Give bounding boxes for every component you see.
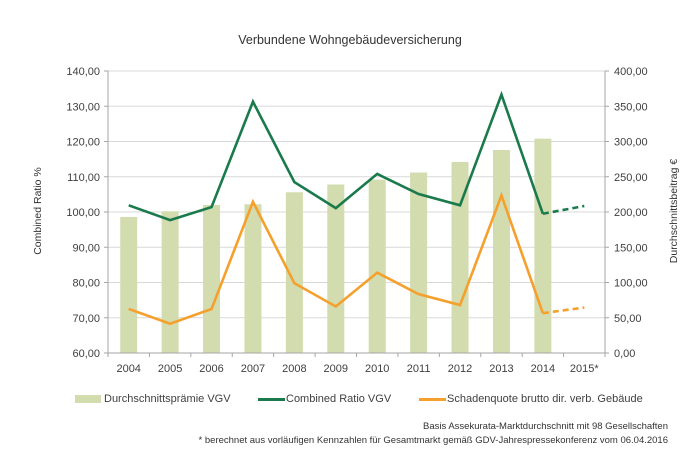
- chart-title: Verbundene Wohngebäudeversicherung: [238, 33, 462, 47]
- left-tick-label: 130,00: [66, 101, 100, 113]
- legend-item-schadenquote: Schadenquote brutto dir. verb. Gebäude: [419, 393, 643, 405]
- bar: [410, 172, 428, 353]
- x-tick-label: 2013: [489, 363, 513, 375]
- bar: [161, 211, 179, 353]
- left-tick-label: 100,00: [66, 207, 100, 219]
- legend-swatch-combined-ratio: [258, 397, 285, 401]
- right-tick-label: 50,00: [614, 313, 642, 325]
- note-footnote: * berechnet aus vorläufigen Kennzahlen f…: [198, 435, 668, 446]
- left-tick-label: 120,00: [66, 137, 100, 149]
- x-tick-label: 2010: [365, 363, 389, 375]
- bar: [285, 192, 303, 353]
- legend-swatch-bar: [75, 395, 101, 403]
- right-tick-label: 200,00: [614, 207, 648, 219]
- bar: [120, 216, 138, 353]
- right-tick-label: 400,00: [614, 66, 648, 78]
- left-tick-label: 140,00: [66, 66, 100, 78]
- combined-ratio-line-forecast: [542, 204, 585, 216]
- x-tick-label: 2011: [407, 363, 431, 375]
- right-tick-label: 0,00: [614, 348, 635, 360]
- x-tick-label: 2012: [448, 363, 472, 375]
- x-tick-label: 2009: [324, 363, 348, 375]
- left-tick-label: 90,00: [72, 242, 100, 254]
- bar: [244, 204, 262, 353]
- right-tick-label: 250,00: [614, 172, 648, 184]
- right-tick-label: 350,00: [614, 101, 648, 113]
- legend-label-schadenquote: Schadenquote brutto dir. verb. Gebäude: [447, 393, 643, 405]
- left-tick-label: 70,00: [72, 313, 100, 325]
- bar: [203, 204, 221, 353]
- left-tick-label: 60,00: [72, 348, 100, 360]
- bar: [327, 184, 345, 353]
- schadenquote-line-forecast: [542, 306, 585, 315]
- legend-item-bar: Durchschnittsprämie VGV: [75, 393, 231, 405]
- x-tick-label: 2014: [531, 363, 555, 375]
- x-tick-label: 2008: [282, 363, 306, 375]
- x-tick-label: 2006: [199, 363, 223, 375]
- legend: Durchschnittsprämie VGV Combined Ratio V…: [0, 393, 700, 409]
- legend-label-bar: Durchschnittsprämie VGV: [104, 393, 231, 405]
- x-tick-label: 2015*: [570, 363, 599, 375]
- bar: [368, 179, 386, 353]
- legend-swatch-schadenquote: [419, 397, 446, 401]
- legend-item-combined-ratio: Combined Ratio VGV: [258, 393, 391, 405]
- left-tick-label: 110,00: [67, 172, 100, 184]
- bar-series: [120, 138, 552, 353]
- bar: [492, 149, 510, 353]
- right-tick-label: 150,00: [614, 242, 648, 254]
- line-series: [128, 90, 585, 326]
- bar: [534, 138, 552, 353]
- right-tick-label: 100,00: [614, 278, 648, 290]
- right-tick-label: 300,00: [614, 137, 648, 149]
- legend-label-combined-ratio: Combined Ratio VGV: [286, 393, 392, 405]
- gridlines: [108, 70, 605, 319]
- left-tick-label: 80,00: [72, 278, 100, 290]
- x-tick-label: 2005: [158, 363, 182, 375]
- x-tick-label: 2007: [241, 363, 265, 375]
- x-tick-label: 2004: [116, 363, 140, 375]
- axes: 60,00 70,00 80,00 90,00 100,00 110,00 120,00 13…: [66, 66, 647, 375]
- note-basis: Basis Assekurata-Marktdurchschnitt mit 9…: [423, 421, 668, 432]
